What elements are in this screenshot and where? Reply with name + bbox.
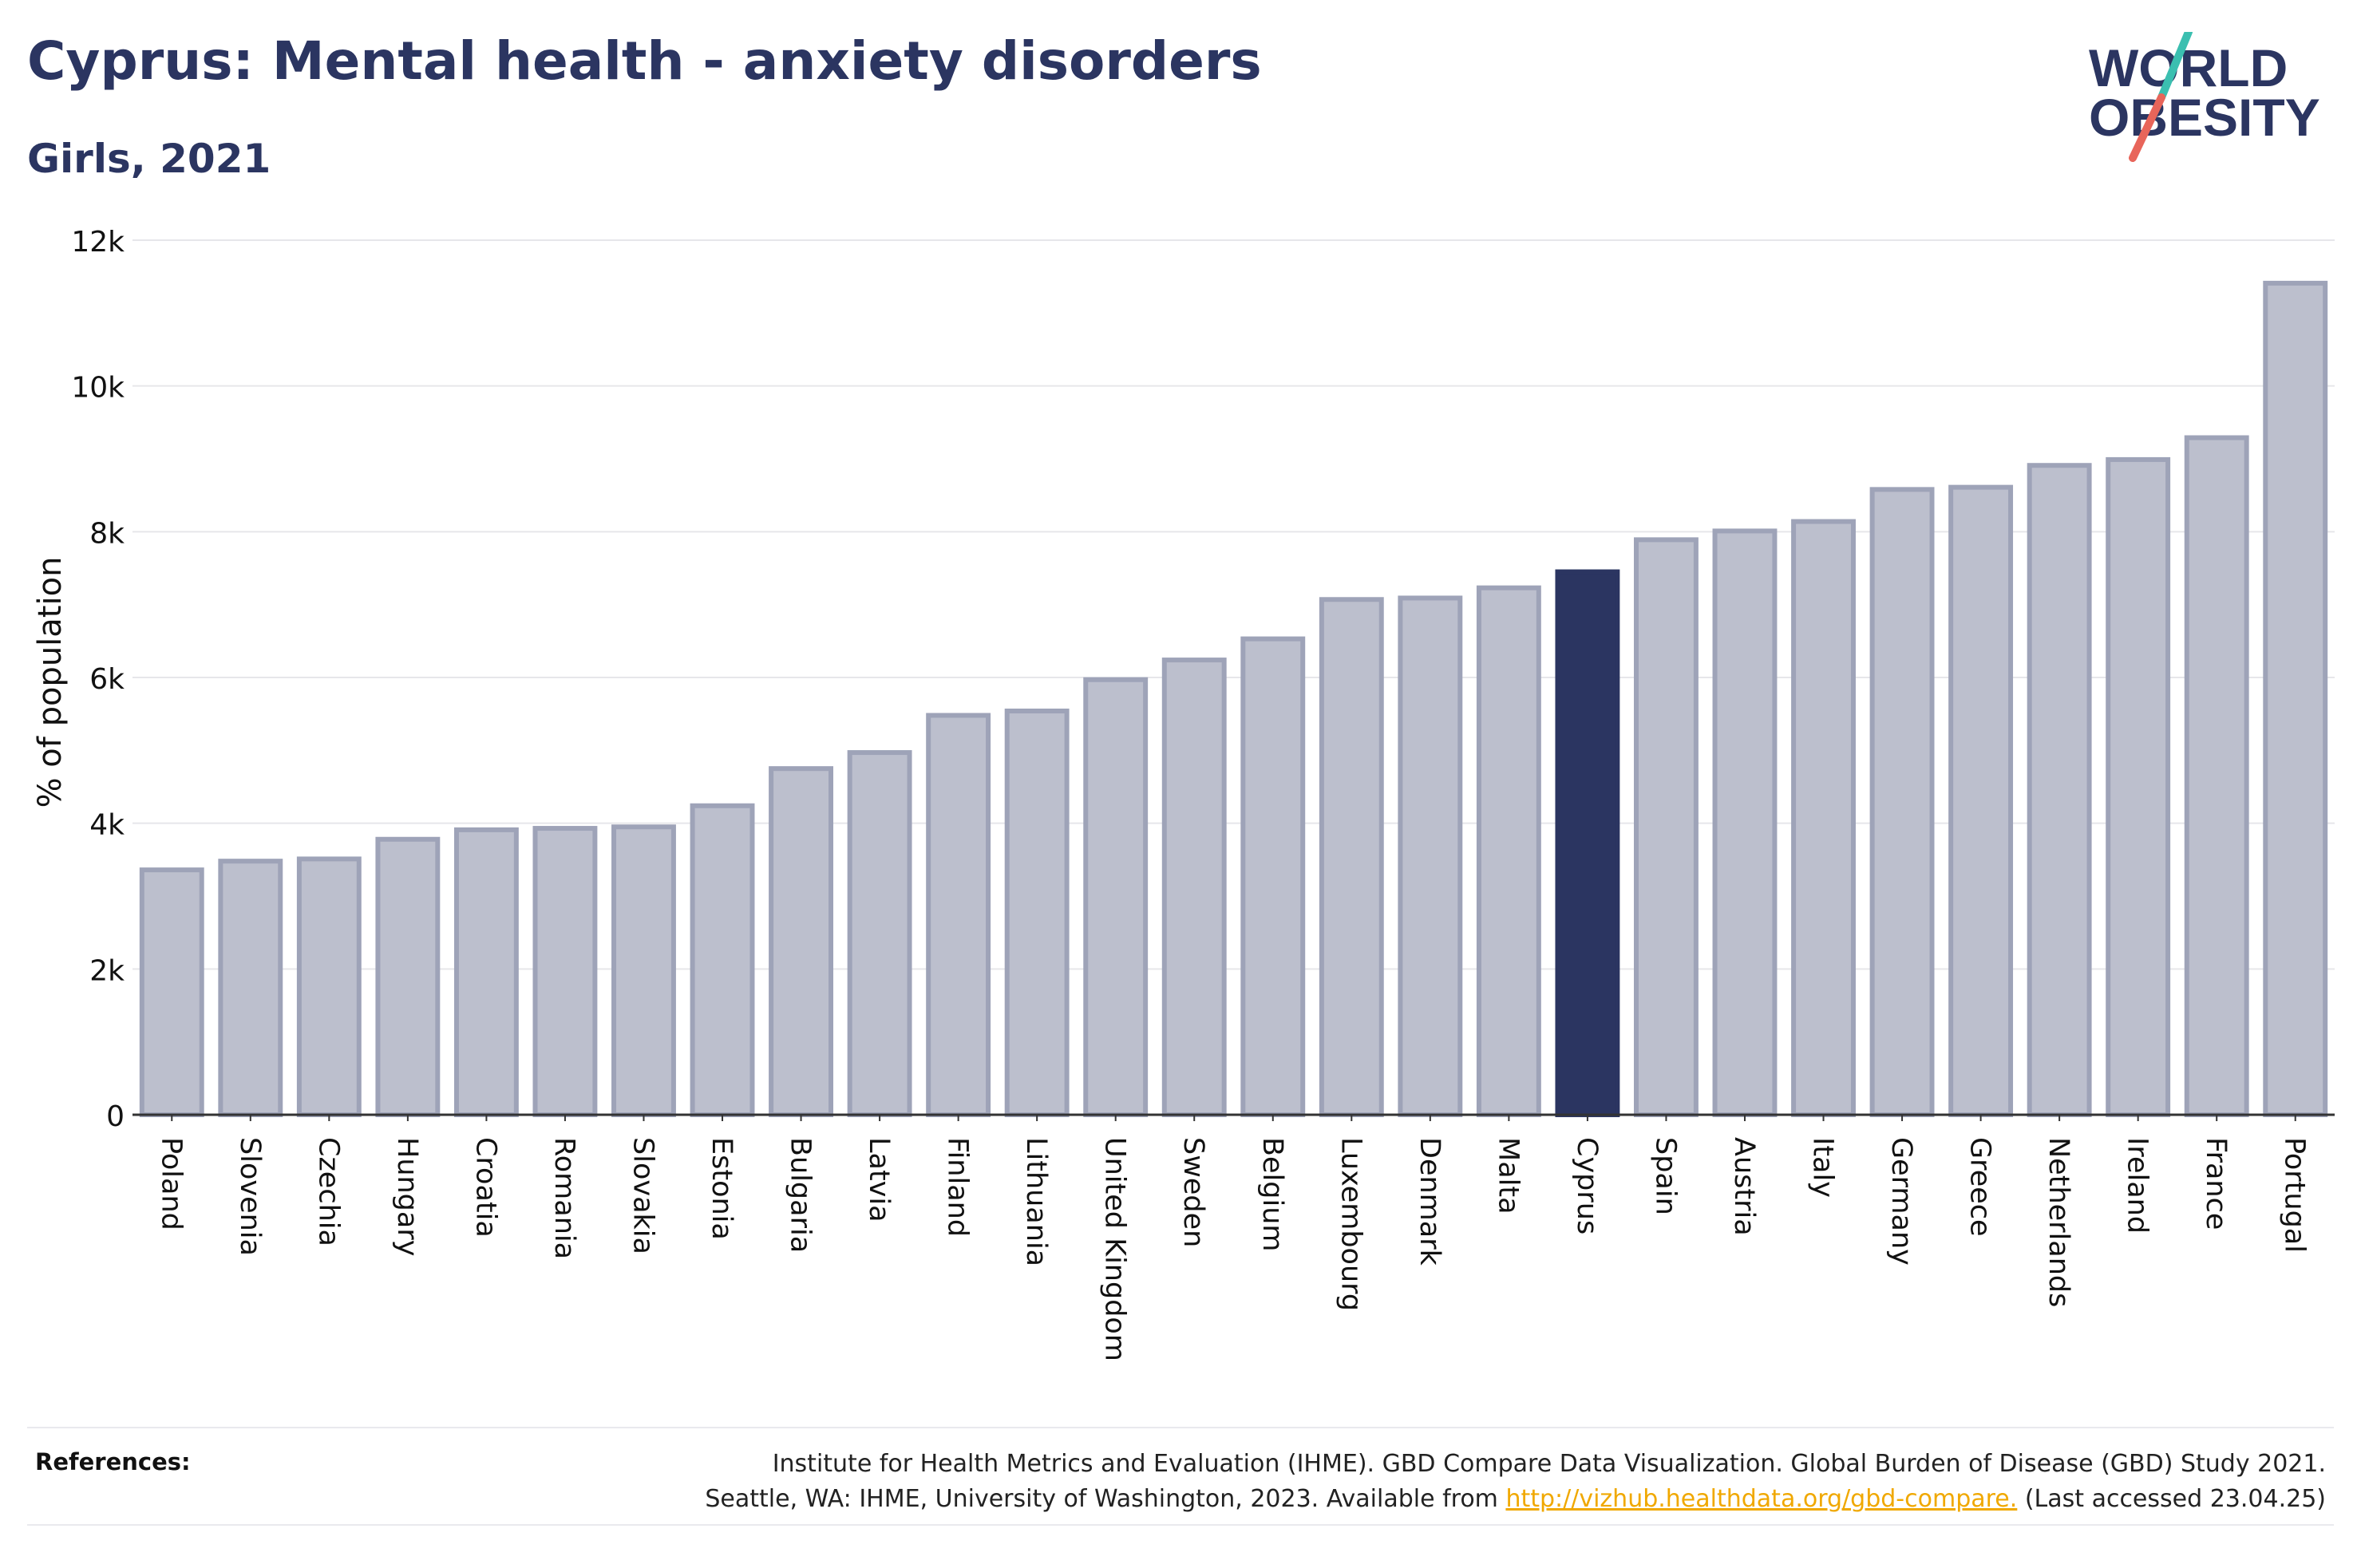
references-divider-bottom	[27, 1524, 2334, 1526]
y-tick-label: 4k	[89, 809, 125, 842]
x-tick-label: Bulgaria	[785, 1137, 817, 1253]
bar-austria[interactable]	[1712, 528, 1778, 1117]
bar-estonia[interactable]	[690, 803, 755, 1117]
bar-netherlands[interactable]	[2027, 463, 2092, 1117]
x-tick-label: Estonia	[706, 1137, 738, 1240]
x-tick-label: Germany	[1885, 1137, 1917, 1266]
bar-italy[interactable]	[1791, 519, 1856, 1117]
x-tick-label: Cyprus	[1571, 1137, 1603, 1234]
bar-croatia[interactable]	[453, 827, 519, 1118]
bar-greece[interactable]	[1948, 484, 2014, 1117]
world-obesity-logo: WORLD OBESITY	[2089, 32, 2320, 162]
bar-czechia[interactable]	[296, 856, 362, 1118]
x-tick-label: Latvia	[863, 1137, 895, 1222]
bar-finland[interactable]	[926, 713, 991, 1117]
bar-germany[interactable]	[1869, 487, 1935, 1117]
x-tick-label: Netherlands	[2043, 1137, 2074, 1307]
reference-line-1: Institute for Health Metrics and Evaluat…	[772, 1450, 2326, 1478]
reference-link[interactable]: http://vizhub.healthdata.org/gbd-compare…	[1505, 1485, 2018, 1513]
chart-title: Cyprus: Mental health - anxiety disorder…	[27, 30, 1262, 92]
bar-latvia[interactable]	[847, 750, 912, 1117]
x-tick-label: Poland	[155, 1137, 187, 1230]
bars	[139, 280, 2328, 1118]
x-tick-label: Denmark	[1414, 1137, 1445, 1266]
x-tick-label: Spain	[1649, 1137, 1681, 1215]
bar-romania[interactable]	[532, 826, 598, 1118]
bar-sweden[interactable]	[1161, 658, 1227, 1117]
bar-ireland[interactable]	[2106, 456, 2171, 1117]
bar-france[interactable]	[2184, 435, 2249, 1117]
x-tick-label: Slovenia	[234, 1137, 266, 1256]
bar-bulgaria[interactable]	[769, 766, 833, 1118]
x-tick-label: France	[2200, 1137, 2232, 1230]
bar-poland[interactable]	[139, 867, 204, 1117]
x-tick-label: Belgium	[1256, 1137, 1288, 1252]
y-tick-label: 2k	[89, 954, 125, 987]
x-tick-label: Italy	[1807, 1137, 1839, 1198]
x-tick-label: Austria	[1728, 1137, 1760, 1236]
bar-lithuania[interactable]	[1004, 709, 1070, 1117]
bar-portugal[interactable]	[2263, 280, 2328, 1117]
references-divider-top	[27, 1427, 2334, 1428]
y-axis-label: % of population	[32, 557, 69, 808]
logo-text-obesity: OBESITY	[2089, 88, 2320, 147]
x-tick-label: Hungary	[391, 1137, 423, 1256]
references-text: Institute for Health Metrics and Evaluat…	[490, 1447, 2326, 1517]
bar-chart: 0 2k 4k 6k 8k 10k 12k Poland Slovenia Czechia Hung…	[32, 226, 2335, 1361]
reference-line-2-prefix: Seattle, WA: IHME, University of Washing…	[705, 1485, 1506, 1513]
bar-malta[interactable]	[1476, 585, 1541, 1117]
x-tick-label: Slovakia	[627, 1137, 658, 1254]
bar-slovakia[interactable]	[611, 824, 676, 1117]
y-tick-label: 10k	[71, 372, 125, 405]
logo-slash-coral	[2129, 93, 2165, 162]
bar-slovenia[interactable]	[218, 859, 283, 1118]
x-tick-label: Czechia	[312, 1137, 344, 1246]
bar-spain[interactable]	[1634, 537, 1699, 1117]
bar-luxembourg[interactable]	[1319, 597, 1384, 1117]
x-tick-label: Sweden	[1177, 1137, 1209, 1247]
bar-denmark[interactable]	[1398, 595, 1463, 1117]
y-tick-label: 0	[106, 1100, 125, 1133]
y-tick-label: 12k	[71, 226, 125, 259]
x-tick-label: Portugal	[2279, 1137, 2311, 1253]
bar-belgium[interactable]	[1240, 636, 1306, 1117]
y-tick-label: 8k	[89, 517, 125, 550]
references-label: References:	[35, 1448, 191, 1475]
x-tick-label: Greece	[1964, 1137, 1996, 1237]
logo-text-world: WORLD	[2089, 38, 2288, 97]
bar-united-kingdom[interactable]	[1083, 677, 1149, 1117]
x-tick-label: Luxembourg	[1335, 1137, 1366, 1311]
reference-line-2: Seattle, WA: IHME, University of Washing…	[490, 1482, 2326, 1517]
y-tick-label: 6k	[89, 663, 125, 696]
x-tick-label: Finland	[942, 1137, 974, 1237]
x-tick-label: Croatia	[469, 1137, 501, 1238]
x-tick-label: Malta	[1492, 1137, 1524, 1215]
axes: 0 2k 4k 6k 8k 10k 12k Poland Slovenia Czechia Hung…	[71, 226, 2335, 1361]
x-tick-label: United Kingdom	[1099, 1137, 1131, 1361]
x-tick-label: Romania	[548, 1137, 580, 1259]
reference-line-2-suffix: (Last accessed 23.04.25)	[2017, 1485, 2326, 1513]
x-tick-label: Lithuania	[1020, 1137, 1052, 1266]
bar-hungary[interactable]	[375, 836, 441, 1117]
chart-subtitle: Girls, 2021	[27, 136, 271, 182]
x-tick-label: Ireland	[2122, 1137, 2153, 1234]
logo-slash-teal	[2157, 32, 2193, 101]
bar-cyprus[interactable]	[1555, 569, 1620, 1117]
